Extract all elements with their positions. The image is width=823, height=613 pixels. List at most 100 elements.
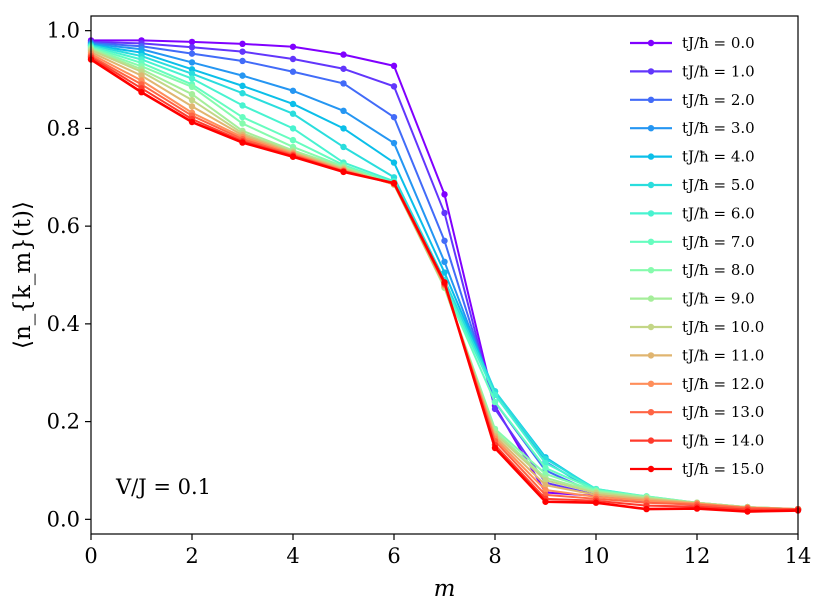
x-tick-label: 8	[488, 544, 501, 568]
data-point	[441, 279, 448, 286]
legend-label: tJ/ħ = 4.0	[682, 148, 755, 166]
legend-entry: tJ/ħ = 15.0	[630, 460, 764, 478]
data-point	[441, 191, 448, 198]
y-axis-label: ⟨n_{k_m}(t)⟩	[10, 201, 36, 349]
data-point	[340, 80, 347, 87]
x-tick-label: 12	[684, 544, 711, 568]
y-tick-label: 0.8	[47, 116, 80, 140]
y-tick-label: 0.2	[47, 410, 80, 434]
data-point	[390, 83, 398, 90]
data-point	[239, 139, 246, 146]
data-point	[239, 57, 246, 65]
legend-marker	[647, 267, 655, 274]
data-point	[340, 107, 347, 115]
data-point	[340, 143, 347, 151]
data-point	[188, 59, 196, 66]
data-point	[188, 90, 196, 98]
data-point	[239, 72, 246, 79]
data-point	[239, 40, 246, 48]
legend-entry: tJ/ħ = 3.0	[630, 119, 755, 137]
data-point	[441, 209, 448, 217]
data-point	[239, 102, 246, 109]
legend-label: tJ/ħ = 3.0	[682, 119, 755, 137]
legend-label: tJ/ħ = 12.0	[682, 375, 764, 393]
data-point	[592, 499, 600, 506]
data-point	[188, 75, 196, 82]
legend-label: tJ/ħ = 14.0	[682, 432, 764, 450]
data-point	[693, 505, 701, 512]
legend-label: tJ/ħ = 10.0	[682, 318, 764, 336]
legend-entry: tJ/ħ = 10.0	[630, 318, 764, 336]
legend-label: tJ/ħ = 8.0	[682, 261, 755, 279]
x-tick-label: 6	[387, 544, 400, 568]
legend-marker	[647, 125, 655, 132]
data-point	[188, 96, 196, 104]
legend-marker	[647, 210, 655, 217]
data-point	[239, 48, 246, 55]
legend-marker	[647, 96, 655, 104]
data-point	[643, 505, 650, 513]
legend-entry: tJ/ħ = 6.0	[630, 204, 755, 222]
plot-frame	[90, 15, 799, 535]
legend-marker	[647, 153, 655, 160]
legend-entry: tJ/ħ = 5.0	[630, 176, 755, 194]
data-point	[138, 89, 145, 96]
data-point	[188, 38, 196, 46]
data-point	[188, 118, 196, 126]
legend-entry: tJ/ħ = 4.0	[630, 148, 755, 166]
data-point	[239, 82, 246, 90]
data-point	[188, 70, 196, 77]
legend-label: tJ/ħ = 0.0	[682, 34, 755, 52]
data-point	[188, 103, 196, 110]
data-point	[340, 168, 347, 176]
legend-marker	[647, 380, 655, 387]
data-point	[491, 444, 499, 452]
data-point	[239, 113, 246, 121]
legend-marker	[647, 181, 655, 189]
legend-label: tJ/ħ = 2.0	[682, 91, 755, 109]
x-tick-label: 2	[185, 544, 198, 568]
legend-label: tJ/ħ = 15.0	[682, 460, 764, 478]
data-point	[289, 153, 297, 160]
legend-entry: tJ/ħ = 0.0	[630, 34, 755, 52]
data-point	[390, 159, 398, 166]
data-point	[390, 139, 398, 147]
data-point	[188, 66, 196, 73]
data-point	[491, 405, 499, 413]
data-point	[542, 477, 549, 484]
legend-entry: tJ/ħ = 9.0	[630, 290, 755, 308]
x-tick-label: 0	[84, 544, 97, 568]
data-point	[289, 125, 297, 132]
data-point	[340, 65, 347, 72]
series-15	[87, 56, 802, 515]
x-tick-label: 4	[286, 544, 299, 568]
y-tick-label: 1.0	[47, 19, 80, 43]
legend-marker	[647, 352, 655, 359]
data-point	[390, 113, 398, 121]
legend-marker	[647, 437, 655, 444]
data-point	[441, 258, 448, 266]
data-point	[390, 62, 398, 70]
legend-label: tJ/ħ = 9.0	[682, 290, 755, 308]
data-point	[441, 269, 448, 276]
data-point	[542, 486, 549, 494]
data-point	[289, 110, 297, 117]
data-point	[491, 398, 499, 406]
data-point	[441, 237, 448, 244]
legend-entry: tJ/ħ = 13.0	[630, 403, 764, 421]
legend-marker	[647, 323, 655, 331]
ticks-layer: 0 2 4 6 8 10 12 14 0.0 0.2 0.4 0.6 0.8 1.0	[47, 19, 812, 568]
legend-entry: tJ/ħ = 2.0	[630, 91, 755, 109]
legend-marker	[647, 39, 655, 47]
x-axis-label: m	[434, 576, 456, 602]
legend-label: tJ/ħ = 1.0	[682, 62, 755, 80]
legend-label: tJ/ħ = 6.0	[682, 204, 755, 222]
data-point	[289, 55, 297, 63]
data-point	[289, 68, 297, 75]
data-point	[239, 90, 246, 97]
data-point	[289, 43, 297, 50]
legend-marker	[647, 295, 655, 302]
data-point	[188, 44, 196, 51]
legend-label: tJ/ħ = 5.0	[682, 176, 755, 194]
